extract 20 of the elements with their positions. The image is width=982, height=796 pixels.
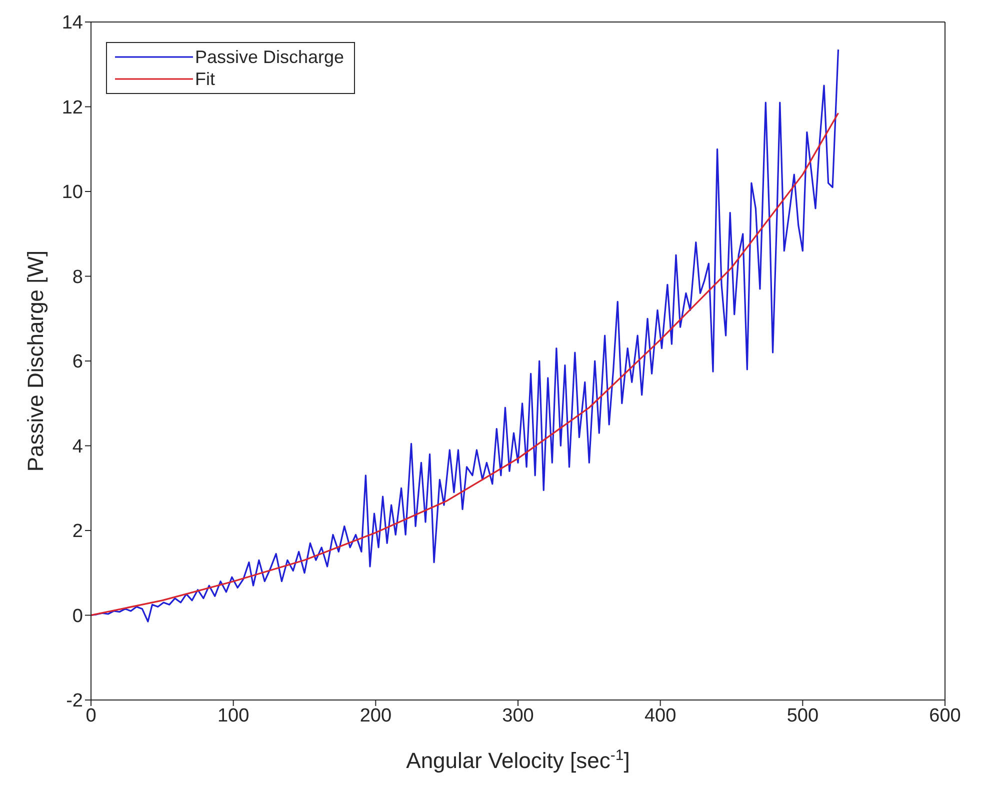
x-tick-label: 0 xyxy=(86,705,96,726)
y-tick-label: 10 xyxy=(62,182,83,204)
y-tick-label: 8 xyxy=(72,266,83,288)
y-tick-label: -2 xyxy=(66,690,83,712)
x-tick-label: 100 xyxy=(217,705,250,726)
x-axis-title: Angular Velocity [sec$^{-1}$] xyxy=(406,746,630,773)
y-tick-label: 14 xyxy=(62,12,84,34)
y-axis-title: Passive Discharge [W] xyxy=(23,250,48,472)
x-tick-label: 300 xyxy=(502,705,534,726)
legend-label: Fit xyxy=(195,68,215,90)
x-tick-label: 500 xyxy=(786,705,819,726)
y-tick-label: 6 xyxy=(72,352,83,373)
x-tick-label: 400 xyxy=(644,705,676,726)
legend-label: Passive Discharge xyxy=(195,46,344,68)
y-tick-label: 0 xyxy=(72,606,83,627)
x-tick-label: 600 xyxy=(929,705,961,726)
y-tick-label: 12 xyxy=(62,97,83,118)
y-tick-label: 4 xyxy=(72,436,84,458)
y-tick-label: 2 xyxy=(72,521,83,542)
x-tick-label: 200 xyxy=(360,705,392,726)
